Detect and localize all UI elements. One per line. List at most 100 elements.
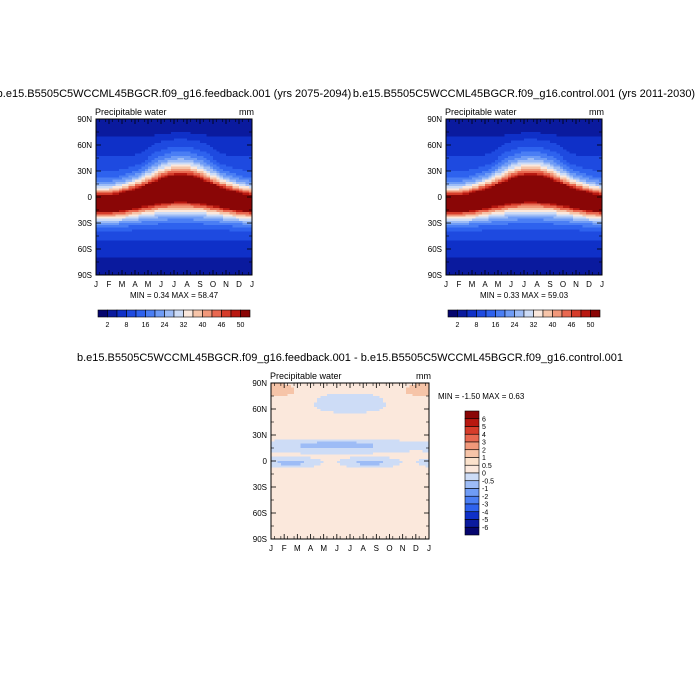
field-cell [507,145,512,148]
field-cell [239,179,243,183]
field-cell [141,175,146,179]
field-cell [122,216,126,220]
field-cell [167,197,172,200]
field-cell [455,231,460,235]
field-cell [183,225,188,228]
field-cell [209,158,214,161]
field-cell [481,175,486,179]
field-cell [200,125,204,129]
field-cell [196,246,201,250]
field-cell [109,244,113,248]
field-cell [157,203,162,207]
field-cell [494,244,499,248]
field-cell [174,212,178,215]
field-cell [131,244,136,248]
field-cell [174,123,178,127]
field-cell [135,190,139,194]
field-cell [164,153,169,157]
field-cell [125,194,130,198]
field-cell [151,272,156,276]
field-cell [109,162,113,166]
field-cell [148,160,152,163]
field-cell [222,236,227,239]
field-cell [488,192,493,196]
field-cell [494,160,499,163]
field-cell [118,162,123,166]
field-cell [164,129,169,133]
field-cell [183,266,188,270]
field-cell [183,223,188,226]
field-cell [170,214,175,218]
field-cell [161,186,165,189]
field-cell [472,158,476,161]
field-cell [468,236,473,239]
field-cell [187,153,191,157]
field-cell [190,155,195,159]
field-cell [229,199,234,202]
field-cell [494,140,499,144]
field-cell [118,231,123,235]
field-cell [154,123,159,127]
panel-1: b.e15.B5505C5WCCML45BGCR.f09_g16.control… [353,88,695,329]
field-cell [131,119,136,122]
field-cell [177,238,182,241]
field-cell [206,231,211,235]
field-cell [229,203,234,207]
field-cell [491,168,496,172]
field-cell [232,155,237,159]
x-tick-label: M [145,280,152,289]
field-cell [102,173,107,176]
field-cell [498,268,502,272]
field-cell [501,160,506,163]
field-cell [122,175,126,179]
field-cell [488,190,493,194]
field-cell [446,214,450,218]
field-cell [472,201,476,205]
field-cell [245,220,250,224]
field-cell [180,158,185,161]
field-cell [151,164,156,168]
field-cell [219,210,224,213]
field-cell [154,160,159,163]
field-cell [206,192,211,196]
field-cell [209,262,214,265]
field-cell [196,218,201,222]
field-cell [187,223,191,226]
field-cell [122,173,126,176]
field-cell [200,136,204,140]
field-cell [222,134,227,137]
field-cell [245,255,250,259]
field-cell [494,253,499,257]
field-cell [455,166,460,170]
field-cell [193,145,198,148]
field-cell [118,216,123,220]
field-cell [102,175,107,179]
field-cell [242,270,247,274]
field-cell [235,255,240,259]
field-cell [488,166,493,170]
field-cell [180,227,185,231]
field-cell [183,199,188,202]
field-cell [118,203,123,207]
field-cell [472,149,476,153]
field-cell [507,142,512,146]
field-cell [459,257,463,261]
field-cell [157,268,162,272]
field-cell [138,212,143,215]
field-cell [498,173,502,176]
field-cell [193,177,198,181]
field-cell [242,162,247,166]
field-cell [242,227,247,231]
field-cell [462,181,467,185]
field-cell [170,190,175,194]
field-cell [138,201,143,205]
field-cell [501,151,506,155]
field-cell [222,166,227,170]
field-cell [216,186,221,189]
field-cell [154,184,159,187]
field-cell [157,249,162,252]
field-cell [135,175,139,179]
field-cell [167,175,172,179]
field-cell [96,171,100,174]
field-cell [96,153,100,157]
